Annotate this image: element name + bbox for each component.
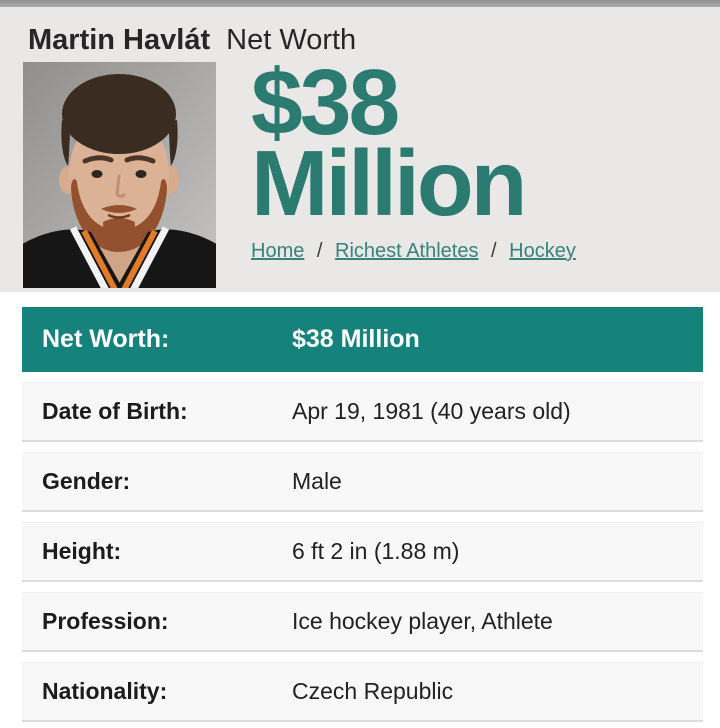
page-title: Martin Havlát Net Worth [28, 23, 720, 57]
breadcrumb-separator: / [316, 239, 323, 262]
fact-label: Date of Birth: [42, 398, 188, 424]
fact-value: Czech Republic [292, 678, 454, 704]
fact-value: 6 ft 2 in (1.88 m) [292, 538, 460, 564]
facts-table: Net Worth: $38 Million Date of Birth: Ap… [22, 307, 703, 722]
fact-label: Height: [42, 538, 122, 564]
fact-row-height: Height: 6 ft 2 in (1.88 m) [22, 522, 703, 582]
net-worth-amount-line1: $38 [251, 50, 400, 154]
fact-value: Ice hockey player, Athlete [292, 608, 553, 634]
breadcrumb-link-richest-athletes[interactable]: Richest Athletes [335, 239, 479, 262]
fact-row-nationality: Nationality: Czech Republic [22, 662, 703, 722]
fact-row-date-of-birth: Date of Birth: Apr 19, 1981 (40 years ol… [22, 382, 703, 442]
fact-label: Profession: [42, 608, 169, 634]
fact-value: Male [292, 468, 342, 494]
hero-amount-block: $38 Million Home / Richest Athletes / Ho… [251, 50, 576, 288]
fact-label: Net Worth: [42, 325, 170, 353]
profile-photo-illustration [23, 62, 216, 288]
fact-row-profession: Profession: Ice hockey player, Athlete [22, 592, 703, 652]
profile-photo [23, 62, 216, 288]
fact-label: Gender: [42, 468, 131, 494]
hero-section: Martin Havlát Net Worth [0, 0, 720, 292]
page-title-name: Martin Havlát [28, 24, 211, 56]
fact-row-net-worth: Net Worth: $38 Million [22, 307, 703, 372]
breadcrumb-link-hockey[interactable]: Hockey [509, 239, 576, 262]
page-title-suffix: Net Worth [226, 24, 357, 56]
fact-row-gender: Gender: Male [22, 452, 703, 512]
breadcrumb: Home / Richest Athletes / Hockey [251, 240, 576, 263]
breadcrumb-separator: / [491, 239, 497, 262]
fact-value: $38 Million [292, 325, 420, 353]
fact-value: Apr 19, 1981 (40 years old) [292, 398, 571, 424]
hero-content: $38 Million Home / Richest Athletes / Ho… [0, 50, 720, 288]
net-worth-amount-line2: Million [251, 130, 527, 235]
breadcrumb-link-home[interactable]: Home [251, 239, 305, 262]
fact-label: Nationality: [42, 678, 168, 704]
top-bar [0, 0, 720, 7]
